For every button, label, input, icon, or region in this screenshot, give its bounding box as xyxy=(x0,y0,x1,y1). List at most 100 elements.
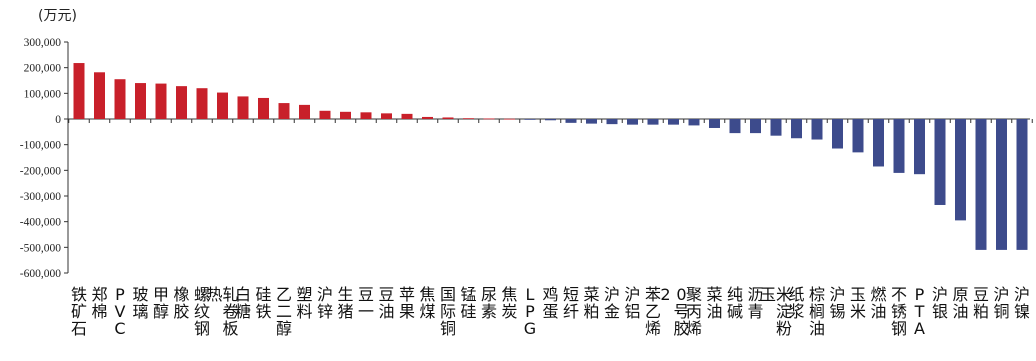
x-category-label: 沪锌 xyxy=(317,285,333,321)
svg-text:菜: 菜 xyxy=(706,285,722,304)
bar xyxy=(73,63,85,119)
x-category-label: 2 0号胶 xyxy=(660,285,689,338)
svg-text:号: 号 xyxy=(673,302,689,321)
bar xyxy=(770,119,782,136)
svg-text:银: 银 xyxy=(932,302,948,321)
bar xyxy=(893,119,905,173)
svg-text:粕: 粕 xyxy=(583,302,599,321)
svg-text:胶: 胶 xyxy=(673,319,689,338)
svg-text:轧: 轧 xyxy=(222,285,238,304)
svg-text:果: 果 xyxy=(399,302,415,321)
svg-text:塑: 塑 xyxy=(296,285,312,304)
svg-text:油: 油 xyxy=(952,302,968,321)
bar xyxy=(442,117,454,119)
svg-text:油: 油 xyxy=(378,302,394,321)
svg-text:纸: 纸 xyxy=(788,285,804,304)
svg-text:玻: 玻 xyxy=(132,285,148,304)
svg-text:板: 板 xyxy=(222,319,238,338)
svg-text:烯: 烯 xyxy=(645,319,661,338)
bar xyxy=(401,113,413,119)
bar xyxy=(996,119,1007,250)
svg-text:A: A xyxy=(914,319,925,338)
svg-text:烯: 烯 xyxy=(686,319,702,338)
y-tick-label: -600,000 xyxy=(20,268,61,280)
x-category-label: 菜粕 xyxy=(583,285,599,321)
svg-text:榈: 榈 xyxy=(809,302,825,321)
svg-text:碱: 碱 xyxy=(727,302,743,321)
y-tick-label: -100,000 xyxy=(20,140,61,152)
svg-text:石: 石 xyxy=(71,319,87,338)
svg-text:生: 生 xyxy=(337,285,353,304)
svg-text:米: 米 xyxy=(776,285,792,304)
bar xyxy=(709,119,720,128)
svg-text:玉: 玉 xyxy=(760,285,776,304)
bar xyxy=(832,119,843,149)
x-category-label: 白糖 xyxy=(235,285,251,321)
x-category-label: 短纤 xyxy=(563,285,579,321)
x-category-label: 热轧卷板 xyxy=(206,285,238,338)
svg-text:矿: 矿 xyxy=(71,302,87,321)
bar xyxy=(176,86,187,119)
x-category-label: 锰硅 xyxy=(460,285,476,321)
bar xyxy=(217,92,228,119)
svg-text:白: 白 xyxy=(235,285,251,304)
svg-text:豆: 豆 xyxy=(378,285,394,304)
svg-text:V: V xyxy=(115,302,126,321)
bar xyxy=(258,97,269,119)
svg-text:胶: 胶 xyxy=(173,302,189,321)
svg-text:青: 青 xyxy=(747,302,763,321)
y-tick-label: 100,000 xyxy=(24,88,62,100)
bar xyxy=(729,119,741,134)
bar xyxy=(545,119,556,121)
y-tick-label: 300,000 xyxy=(24,37,62,49)
x-category-label: 甲醇 xyxy=(153,285,169,321)
svg-text:焦: 焦 xyxy=(501,285,517,304)
bar xyxy=(627,119,638,125)
y-tick-label: 200,000 xyxy=(24,63,62,75)
svg-text:璃: 璃 xyxy=(132,302,148,321)
svg-text:蛋: 蛋 xyxy=(542,302,558,321)
x-category-label: 塑料 xyxy=(296,285,312,321)
svg-text:糖: 糖 xyxy=(235,302,251,321)
svg-text:菜: 菜 xyxy=(583,285,599,304)
x-category-label: 焦炭 xyxy=(501,285,517,321)
bar xyxy=(873,119,884,167)
bar xyxy=(955,119,966,221)
svg-text:猪: 猪 xyxy=(337,302,353,321)
svg-text:焦: 焦 xyxy=(419,285,435,304)
svg-text:G: G xyxy=(524,319,536,338)
svg-text:钢: 钢 xyxy=(194,319,210,338)
svg-text:素: 素 xyxy=(481,302,497,321)
svg-text:纯: 纯 xyxy=(727,285,743,304)
bar xyxy=(975,119,987,250)
x-category-label: 郑棉 xyxy=(91,285,107,321)
svg-text:C: C xyxy=(114,319,125,338)
x-category-label: 尿素 xyxy=(481,285,497,321)
bar xyxy=(319,110,331,119)
svg-text:炭: 炭 xyxy=(501,302,517,321)
svg-text:镍: 镍 xyxy=(1014,302,1030,321)
svg-text:聚: 聚 xyxy=(686,285,702,304)
svg-text:沪: 沪 xyxy=(993,285,1009,304)
bar xyxy=(647,119,659,125)
x-category-label: 纯碱 xyxy=(727,285,743,321)
x-category-label: PTA xyxy=(914,285,925,338)
bar xyxy=(750,119,761,134)
bar xyxy=(114,79,126,119)
svg-text:P: P xyxy=(915,285,925,304)
svg-text:纹: 纹 xyxy=(194,302,210,321)
bar xyxy=(278,103,290,119)
x-category-label: 沪镍 xyxy=(1014,285,1030,321)
svg-text:T: T xyxy=(914,302,925,321)
svg-text:沪: 沪 xyxy=(624,285,640,304)
bar xyxy=(381,113,392,119)
x-category-label: PVC xyxy=(114,285,125,338)
svg-text:粕: 粕 xyxy=(973,302,989,321)
svg-text:P: P xyxy=(525,302,535,321)
svg-text:铜: 铜 xyxy=(440,319,456,338)
svg-text:金: 金 xyxy=(604,302,620,321)
svg-text:乙: 乙 xyxy=(276,285,292,304)
bar xyxy=(934,119,946,205)
